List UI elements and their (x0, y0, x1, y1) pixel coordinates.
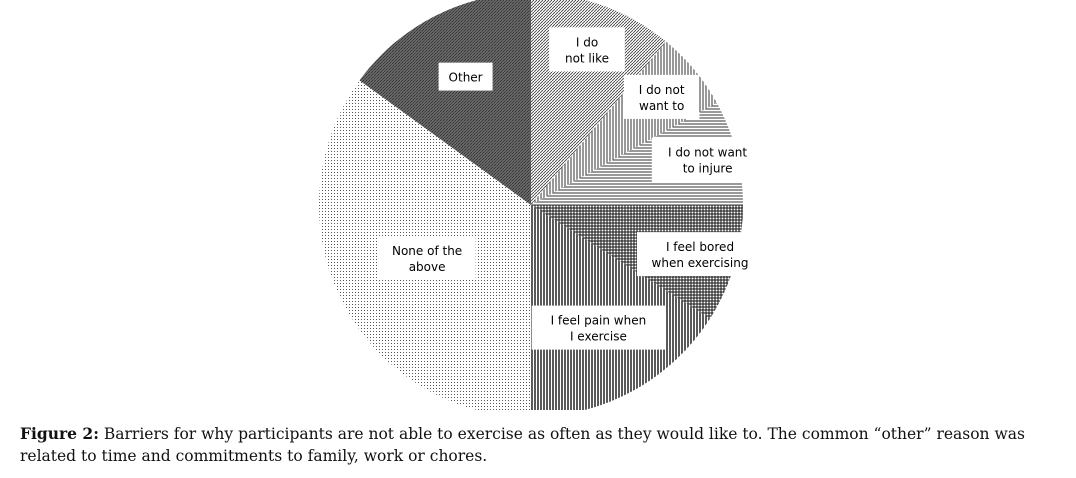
pie-label-box (623, 74, 700, 119)
pie-label-i-do-not-like: I do not like (549, 27, 625, 72)
pie-label-text: I do not like (565, 35, 609, 65)
caption-label: Figure 2: (20, 424, 99, 443)
pie-label-i-do-not-want-to: I do not want to (623, 74, 700, 119)
pie-label-other: Other (438, 62, 493, 91)
pie-label-text: Other (449, 71, 483, 85)
pie-slices (319, 0, 743, 410)
pie-label-none-of-the-above: None of the above (378, 235, 476, 280)
pie-label-box (637, 232, 763, 277)
caption-text: Barriers for why participants are not ab… (20, 425, 1025, 465)
pie-slice-other (359, 0, 531, 205)
figure-caption: Figure 2: Barriers for why participants … (20, 423, 1060, 467)
pie-label-text: I feel pain when I exercise (551, 314, 647, 344)
pie-label-box (531, 305, 665, 350)
pie-label-text: None of the above (392, 244, 462, 274)
pie-label-i-feel-bored-when-exercising: I feel bored when exercising (637, 232, 763, 277)
pie-labels: I do not like I do not want to I do not want… (378, 27, 764, 350)
pie-chart: I do not like I do not want to I do not want… (319, 0, 764, 410)
pie-label-text: I do not want to (639, 83, 685, 113)
pie-label-i-feel-pain-when-i-exercise: I feel pain when I exercise (531, 305, 665, 350)
pie-label-i-do-not-want-to-injure: I do not want to injure (651, 137, 764, 182)
pie-label-text: I do not want to injure (668, 146, 747, 176)
pie-label-box (438, 62, 493, 91)
pie-chart-svg: I do not like I do not want to I do not want… (319, 0, 764, 410)
pie-label-box (378, 235, 476, 280)
pie-label-box (651, 137, 764, 182)
pie-label-box (549, 27, 625, 72)
pie-label-text: I feel bored when exercising (652, 240, 749, 270)
